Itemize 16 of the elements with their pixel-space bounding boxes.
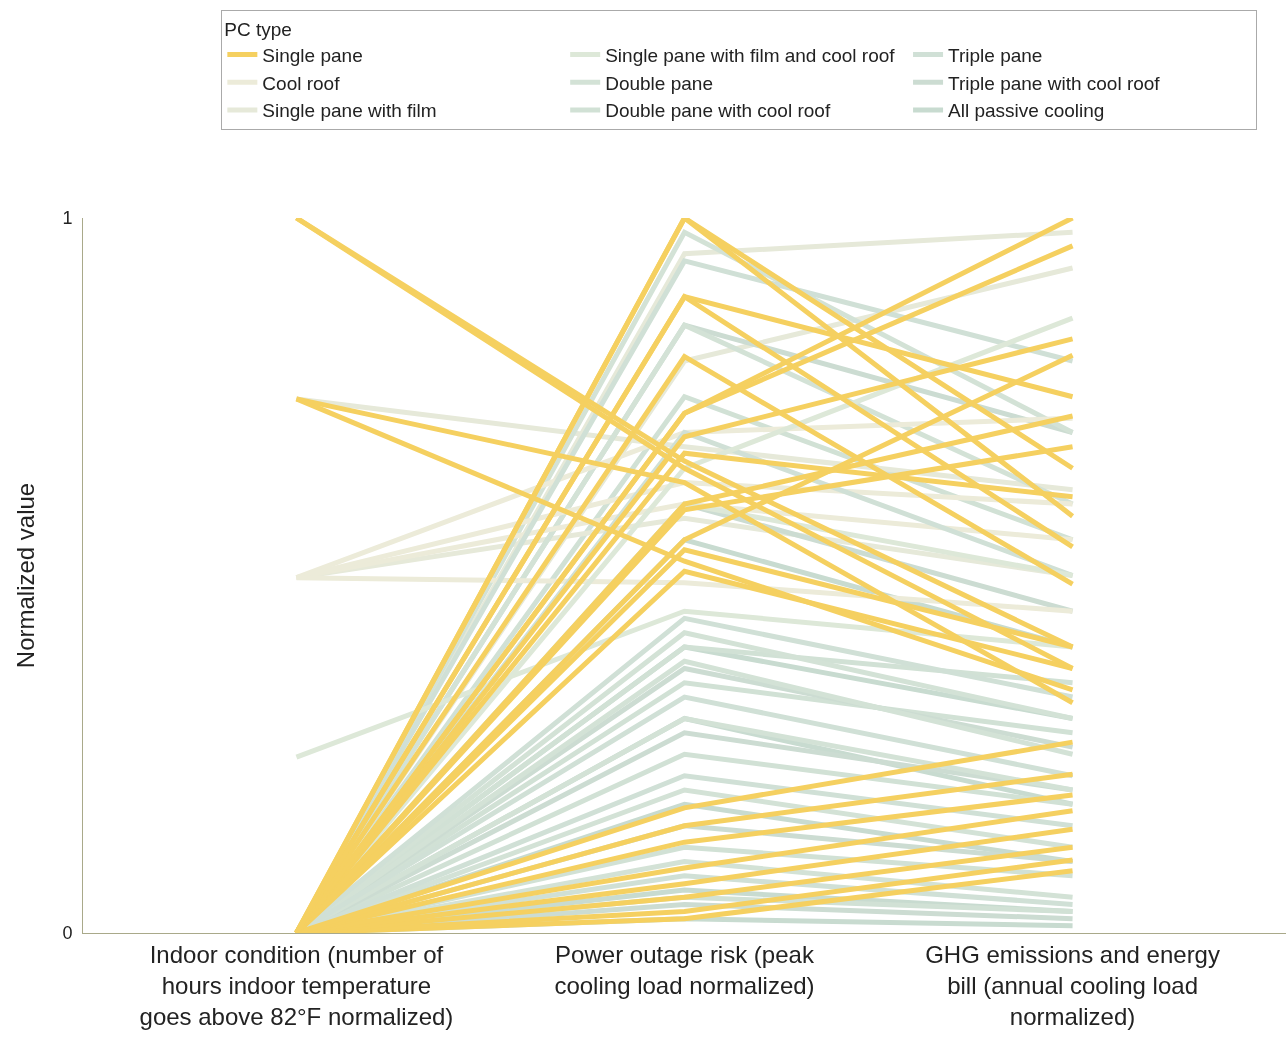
- legend-label: Double pane: [605, 72, 713, 94]
- x-tick-label: GHG emissions and energy bill (annual cooling load normalized): [925, 940, 1220, 1031]
- legend-label: Triple pane: [948, 44, 1043, 66]
- legend-label: Single pane with film and cool roof: [605, 44, 896, 66]
- legend-label: All passive cooling: [948, 100, 1105, 122]
- legend-label: Triple pane with cool roof: [948, 72, 1161, 94]
- x-tick-label: Indoor condition (number of hours indoor temperature goes above 82°F normalized): [139, 940, 454, 1031]
- legend-label: Double pane with cool roof: [605, 100, 831, 122]
- legend-title: PC type: [224, 18, 292, 40]
- y-axis-title: Normalized value: [12, 482, 40, 669]
- legend-label: Cool roof: [262, 72, 341, 94]
- legend-label: Single pane: [262, 44, 363, 66]
- x-tick-label: Power outage risk (peak cooling load normalized): [554, 940, 815, 999]
- y-tick-label: 1: [62, 208, 73, 229]
- y-tick-label: 0: [62, 923, 73, 944]
- legend-label: Single pane with film: [262, 100, 437, 122]
